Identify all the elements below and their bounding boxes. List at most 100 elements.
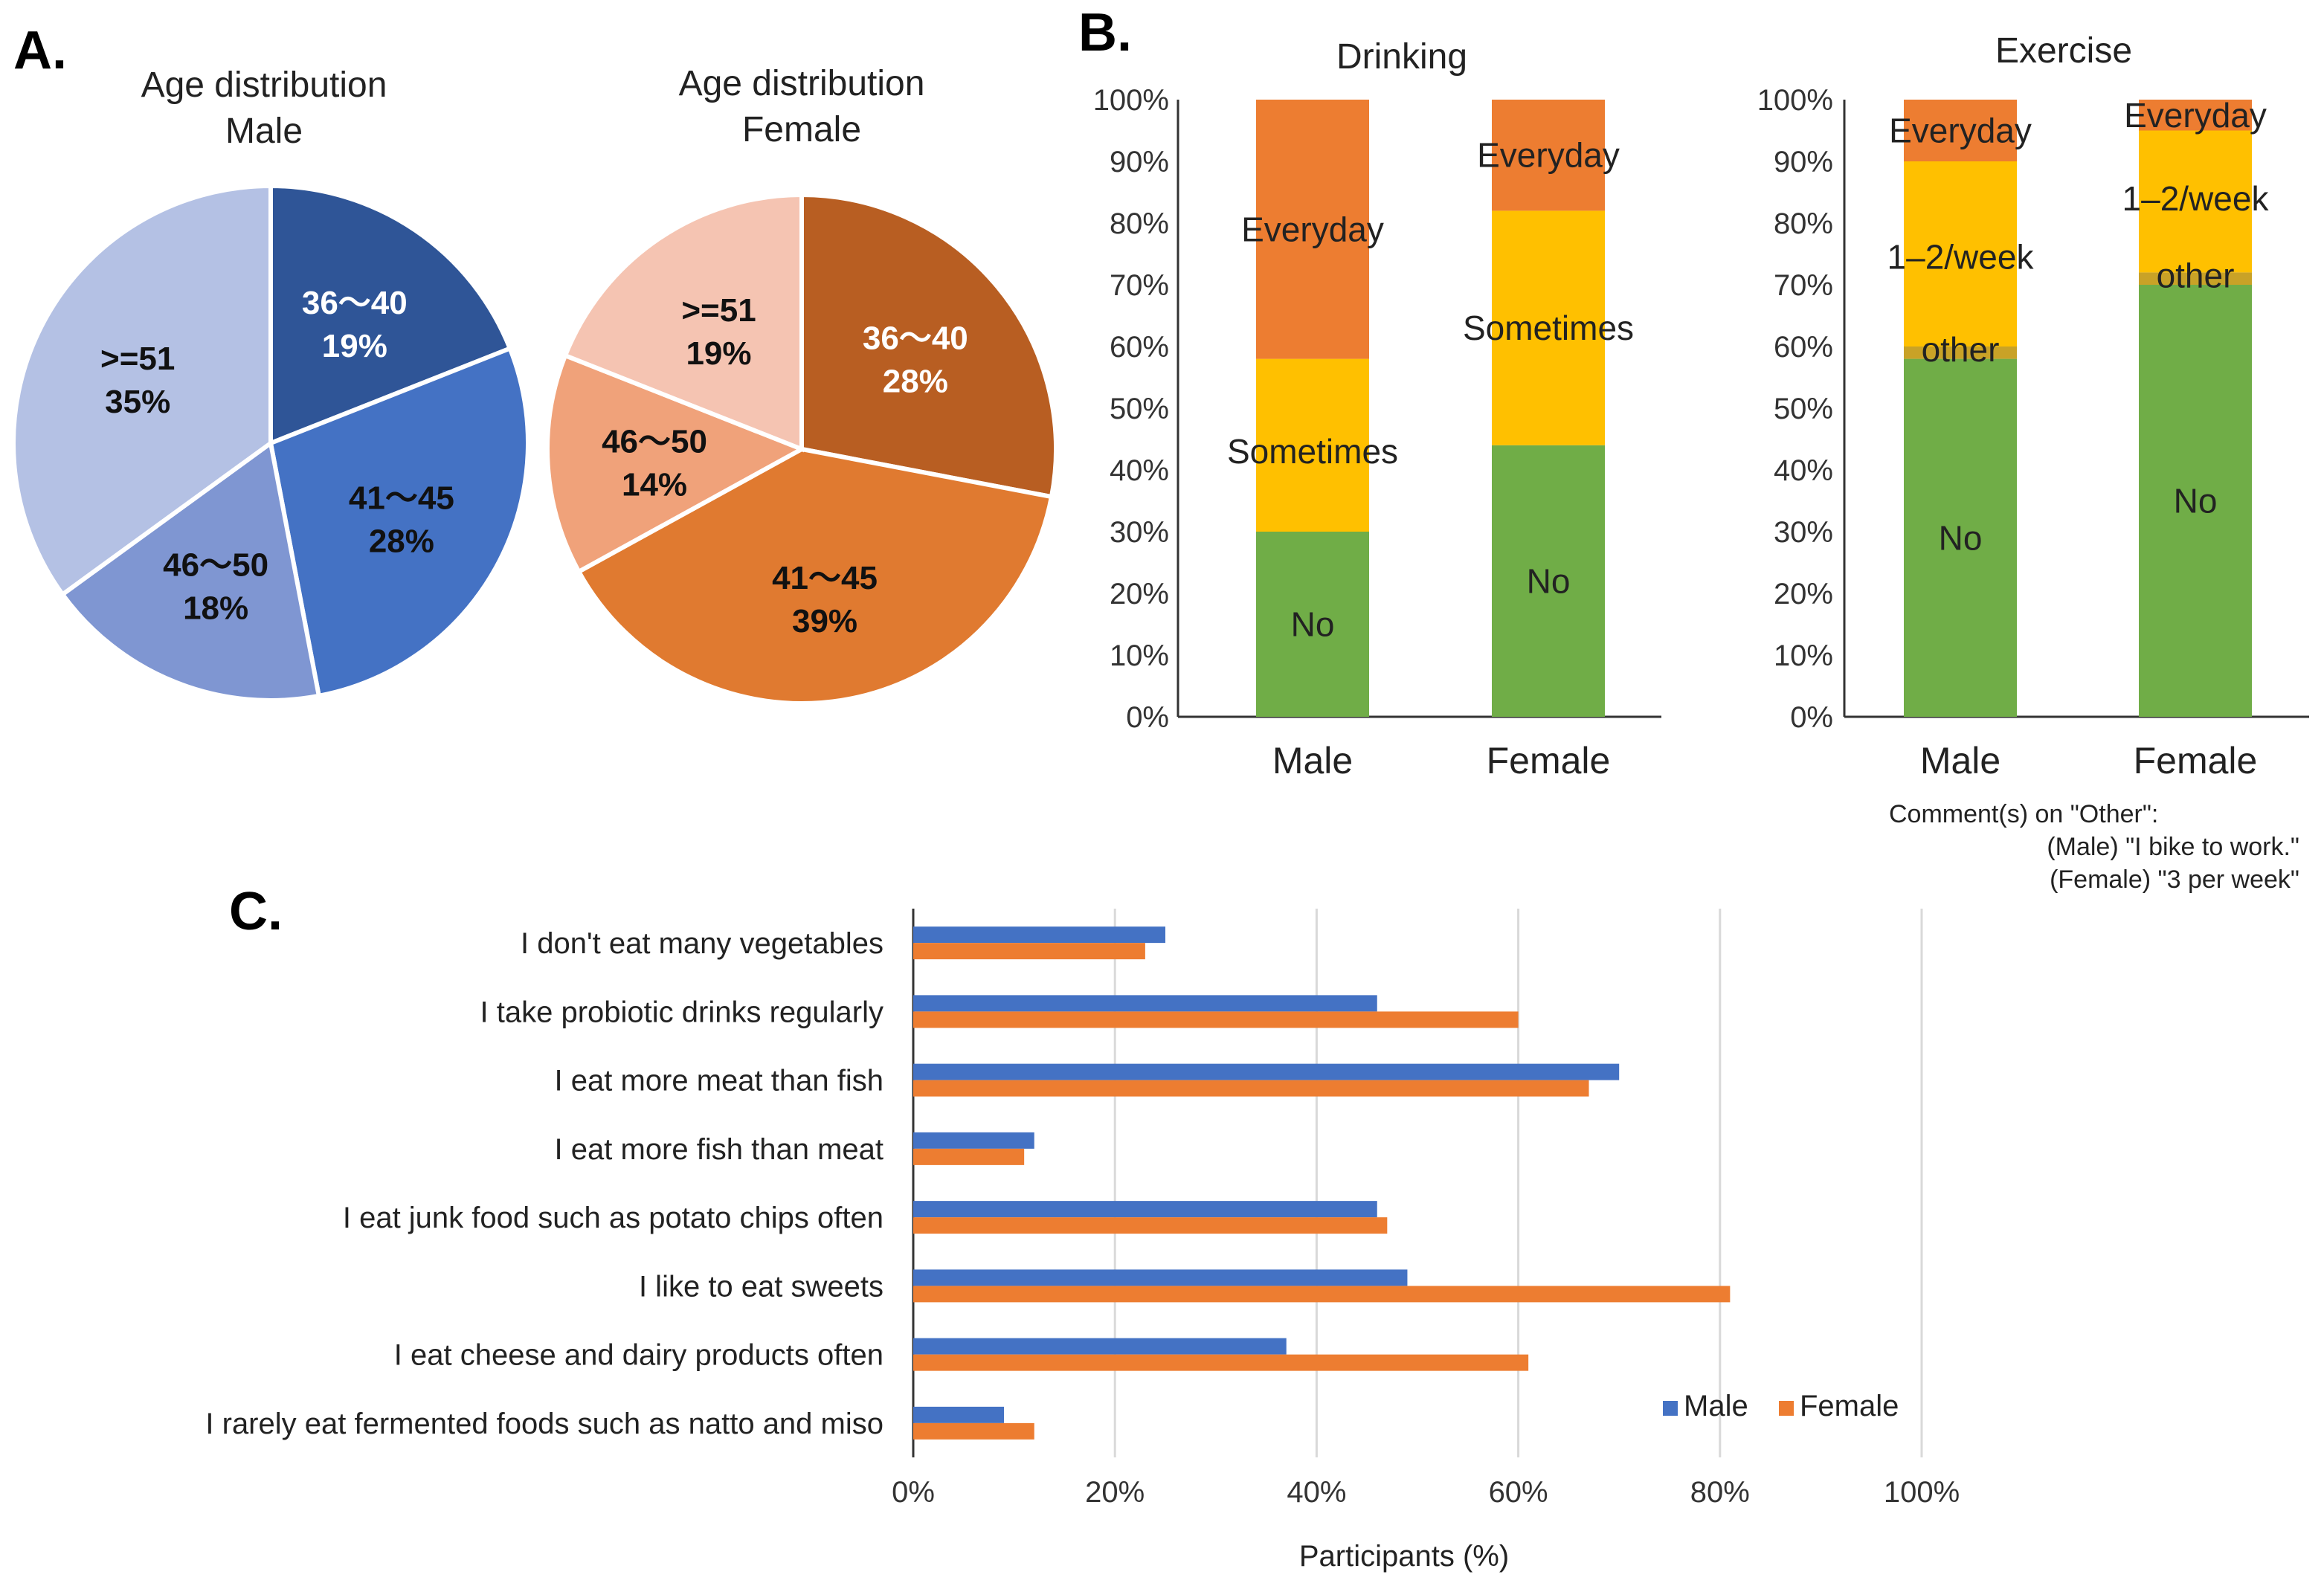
exercise-y-tick: 90% bbox=[1774, 146, 1833, 178]
exercise-label-male-other: other bbox=[1922, 330, 2000, 369]
food-habits-bar-female bbox=[913, 1422, 1034, 1440]
comment-male: (Male) "I bike to work." bbox=[2047, 833, 2299, 861]
exercise-y-tick: 50% bbox=[1774, 393, 1833, 425]
exercise-label-female-other: other bbox=[2157, 257, 2235, 295]
drinking-label-female-everyday: Everyday bbox=[1477, 136, 1620, 175]
food-habits-bar-male bbox=[913, 926, 1165, 944]
drinking-bar-male-everyday bbox=[1256, 100, 1369, 359]
pie-female-slice-36-40 bbox=[799, 192, 1058, 500]
food-habits-category-label: I take probiotic drinks regularly bbox=[480, 996, 883, 1028]
food-habits-category-label: I eat more fish than meat bbox=[555, 1133, 883, 1166]
pie-female-slice-pct: 28% bbox=[883, 364, 948, 400]
pie-chart-female: 36～40 28% 41～45 39% 46～50 14% >=51 19% bbox=[545, 192, 1058, 706]
food-habits-category-label: I eat cheese and dairy products often bbox=[394, 1339, 883, 1372]
drinking-bar-female-everyday bbox=[1492, 100, 1605, 211]
drinking-y-tick: 80% bbox=[1110, 207, 1169, 240]
exercise-y-tick: 60% bbox=[1774, 331, 1833, 364]
drinking-y-tick: 30% bbox=[1110, 516, 1169, 549]
drinking-y-tick: 100% bbox=[1093, 84, 1169, 117]
food-habits-bar-female bbox=[913, 1148, 1025, 1165]
comment-heading: Comment(s) on "Other": bbox=[1889, 800, 2158, 828]
exercise-y-tick: 80% bbox=[1774, 207, 1833, 240]
legend-swatch-male bbox=[1663, 1401, 1678, 1416]
pie-chart-male: 36～40 19% 41～45 28% 46～50 18% >=51 35% bbox=[11, 183, 530, 703]
exercise-bar-male-1-2-week bbox=[1904, 161, 2017, 347]
drinking-y-tick: 90% bbox=[1110, 146, 1169, 178]
pie-male-slice-label: >=51 bbox=[100, 341, 175, 377]
exercise-y-tick: 30% bbox=[1774, 516, 1833, 549]
drinking-bar-female-sometimes bbox=[1492, 210, 1605, 445]
legend-label-female: Female bbox=[1800, 1390, 1899, 1422]
exercise-y-tick: 20% bbox=[1774, 578, 1833, 610]
drinking-label-male-sometimes: Sometimes bbox=[1227, 432, 1398, 471]
food-habits-x-tick: 80% bbox=[1690, 1476, 1750, 1509]
drinking-bar-male-sometimes bbox=[1256, 358, 1369, 532]
food-habits-bar-female bbox=[913, 1286, 1731, 1303]
pie-male-slice-51 bbox=[11, 183, 273, 598]
drinking-label-male-everyday: Everyday bbox=[1241, 210, 1384, 248]
exercise-y-tick: 70% bbox=[1774, 269, 1833, 302]
food-habits-x-tick: 20% bbox=[1085, 1476, 1145, 1509]
drinking-chart: 0% 10% 20% 30% 40% 50% 60% 70% 80% 90% 100% Male Fem… bbox=[1093, 84, 1661, 781]
food-habits-bar-male bbox=[913, 1406, 1005, 1423]
drinking-x-label-female: Female bbox=[1487, 740, 1611, 781]
food-habits-x-tick: 40% bbox=[1287, 1476, 1346, 1509]
exercise-label-female-everyday: Everyday bbox=[2124, 96, 2267, 135]
exercise-label-female-1-2-week: 1–2/week bbox=[2122, 179, 2270, 218]
exercise-label-female-no: No bbox=[2174, 482, 2218, 520]
exercise-bar-female-other bbox=[2139, 272, 2252, 285]
food-habits-category-label: I rarely eat fermented foods such as nat… bbox=[205, 1408, 883, 1440]
pie-female-slice-label: 41～45 bbox=[772, 560, 878, 596]
drinking-y-tick: 70% bbox=[1110, 269, 1169, 302]
pie-male-slice-pct: 28% bbox=[369, 523, 434, 560]
exercise-bar-male-everyday bbox=[1904, 100, 2017, 161]
food-habits-bar-male bbox=[913, 1338, 1287, 1355]
food-habits-chart: 0% 20% 40% 60% 80% 100% I don't eat many veget… bbox=[205, 909, 1960, 1573]
exercise-y-tick: 40% bbox=[1774, 454, 1833, 487]
exercise-bar-male-no bbox=[1904, 358, 2017, 717]
food-habits-category-label: I don't eat many vegetables bbox=[521, 927, 883, 960]
exercise-bar-male-other bbox=[1904, 347, 2017, 359]
food-habits-x-tick: 60% bbox=[1489, 1476, 1548, 1509]
exercise-label-male-1-2-week: 1–2/week bbox=[1887, 238, 2035, 277]
pie-female-slice-pct: 19% bbox=[686, 335, 751, 372]
exercise-label-male-no: No bbox=[1939, 518, 1983, 557]
drinking-y-tick: 60% bbox=[1110, 331, 1169, 364]
drinking-y-tick: 10% bbox=[1110, 639, 1169, 672]
pie-male-slice-pct: 18% bbox=[183, 590, 248, 627]
pie-female-slice-pct: 14% bbox=[622, 466, 687, 503]
pie-male-title: Age distribution bbox=[141, 65, 387, 105]
drinking-label-male-no: No bbox=[1291, 605, 1335, 644]
pie-female-subtitle: Female bbox=[742, 110, 861, 149]
pie-male-slice-label: 46～50 bbox=[163, 547, 268, 584]
food-habits-bar-female bbox=[913, 1080, 1589, 1097]
pie-male-slice-label: 41～45 bbox=[349, 480, 454, 517]
panel-label-c: C. bbox=[229, 882, 283, 941]
pie-male-slice-41-45 bbox=[268, 345, 530, 699]
pie-male-subtitle: Male bbox=[225, 112, 303, 151]
exercise-title: Exercise bbox=[1995, 31, 2132, 71]
pie-female-slice-label: 36～40 bbox=[863, 320, 968, 357]
legend-label-male: Male bbox=[1684, 1390, 1748, 1422]
drinking-y-tick: 50% bbox=[1110, 393, 1169, 425]
exercise-y-tick: 10% bbox=[1774, 639, 1833, 672]
exercise-x-label-male: Male bbox=[1920, 740, 2000, 781]
food-habits-bar-female bbox=[913, 1354, 1529, 1371]
food-habits-bar-male bbox=[913, 995, 1377, 1012]
exercise-bar-female-no bbox=[2139, 285, 2252, 717]
drinking-y-tick: 0% bbox=[1126, 701, 1169, 734]
drinking-y-tick: 40% bbox=[1110, 454, 1169, 487]
exercise-y-tick: 0% bbox=[1790, 701, 1833, 734]
exercise-bar-female-everyday bbox=[2139, 100, 2252, 131]
drinking-x-label-male: Male bbox=[1272, 740, 1353, 781]
exercise-bar-female-1-2-week bbox=[2139, 130, 2252, 273]
food-habits-x-tick: 100% bbox=[1884, 1476, 1960, 1509]
pie-female-title: Age distribution bbox=[679, 64, 925, 103]
pie-female-slice-46-50 bbox=[545, 352, 808, 575]
legend-swatch-female bbox=[1779, 1401, 1794, 1416]
food-habits-bar-male bbox=[913, 1269, 1408, 1286]
pie-female-slice-41-45 bbox=[576, 446, 1055, 706]
food-habits-x-tick: 0% bbox=[892, 1476, 935, 1509]
comment-female: (Female) "3 per week" bbox=[2050, 866, 2299, 894]
